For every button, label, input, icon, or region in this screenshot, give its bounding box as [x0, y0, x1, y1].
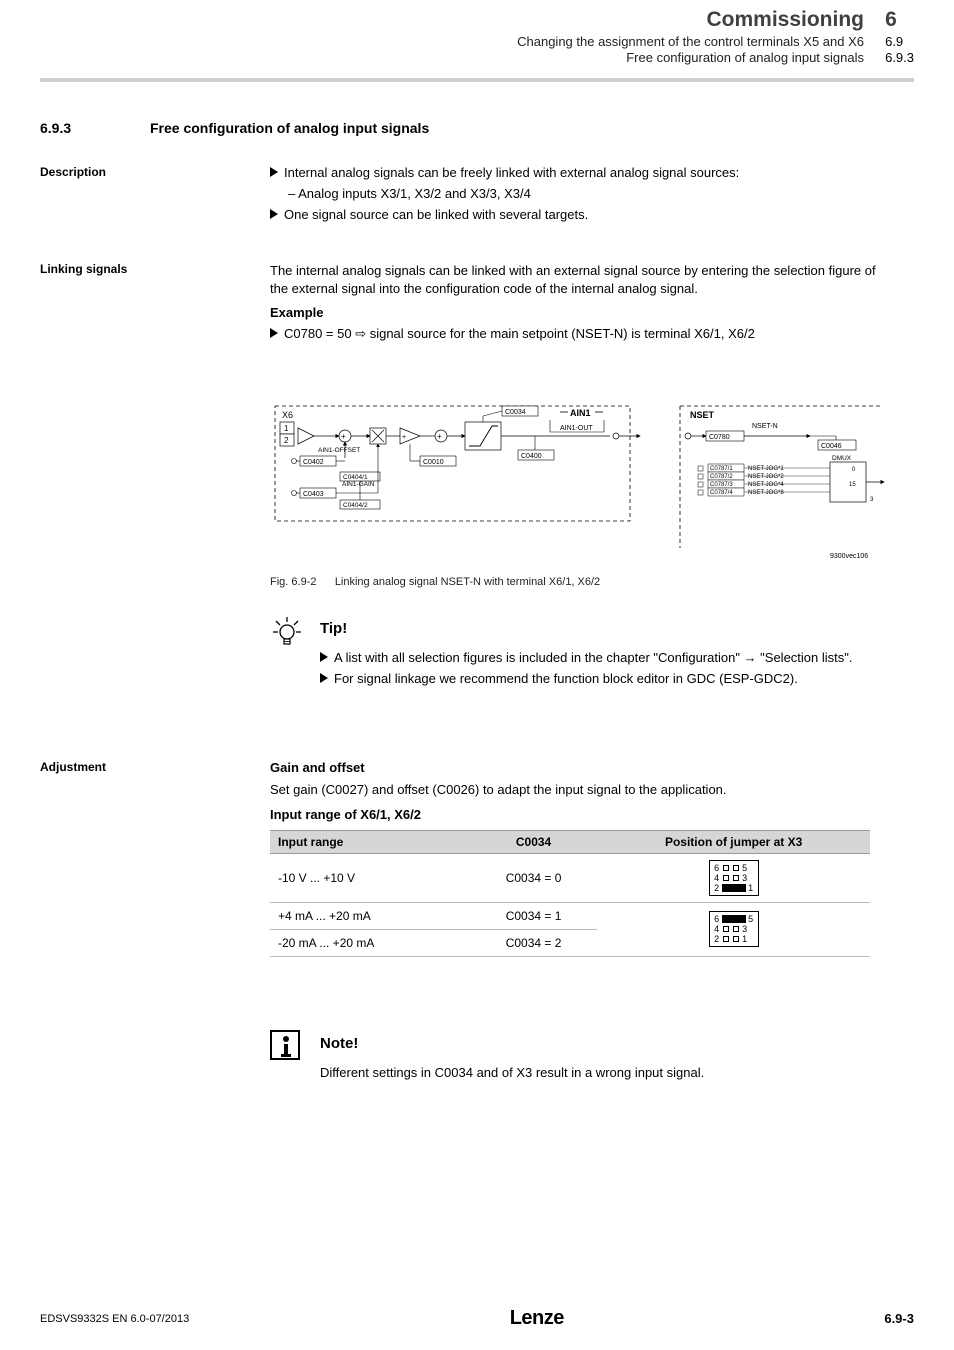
triangle-bullet-icon — [320, 673, 328, 683]
tip-body: A list with all selection figures is inc… — [320, 650, 894, 692]
footer-doc-id: EDSVS9332S EN 6.0-07/2013 — [40, 1313, 189, 1325]
diag-ain1: AIN1 — [570, 408, 591, 418]
diag-c0402: C0402 — [303, 459, 324, 466]
description-label: Description — [40, 165, 106, 179]
diag-nset-jog1: NSET-JOG*1 — [748, 466, 784, 472]
signal-diagram: X6 1 2 + C0402 AIN1-OFFSET C0403 AIN1-GA… — [270, 398, 890, 568]
page-header: Commissioning Changing the assignment of… — [0, 0, 954, 110]
diag-nset-jog4: NSET-JOG*4 — [748, 482, 784, 488]
input-range-title: Input range of X6/1, X6/2 — [270, 807, 894, 822]
info-icon — [270, 1030, 300, 1060]
cell-c0034-2: C0034 = 1 — [470, 902, 598, 929]
diag-ain1-out: AIN1-OUT — [560, 425, 593, 432]
footer-page-number: 6.9-3 — [884, 1311, 914, 1326]
figure-caption: Fig. 6.9-2 Linking analog signal NSET-N … — [270, 576, 600, 588]
header-subtitle-1: Changing the assignment of the control t… — [517, 34, 864, 49]
diag-nset: NSET — [690, 410, 715, 420]
diag-ain1-gain: AIN1-GAIN — [342, 481, 375, 488]
diag-c0046: C0046 — [821, 443, 842, 450]
jumper-diagram-1: 65 43 21 — [709, 860, 759, 896]
th-c0034: C0034 — [470, 830, 598, 853]
header-title: Commissioning — [517, 8, 864, 32]
cell-jumper-2: 65 43 21 — [597, 902, 870, 956]
triangle-bullet-icon — [320, 652, 328, 662]
note-body: Different settings in C0034 and of X3 re… — [320, 1065, 894, 1086]
lightbulb-icon — [270, 615, 304, 649]
th-jumper: Position of jumper at X3 — [597, 830, 870, 853]
diag-ref: 9300vec106 — [830, 553, 868, 560]
diag-c0780: C0780 — [709, 434, 730, 441]
note-text: Different settings in C0034 and of X3 re… — [320, 1065, 894, 1080]
diag-n3: 3 — [870, 497, 874, 503]
cell-c0034-3: C0034 = 2 — [470, 929, 598, 956]
svg-text:+: + — [341, 432, 346, 441]
diag-c0787-1: C0787/1 — [710, 466, 733, 472]
table-row: +4 mA ... +20 mA C0034 = 1 65 43 21 — [270, 902, 870, 929]
svg-text:+: + — [402, 434, 406, 441]
table-header-row: Input range C0034 Position of jumper at … — [270, 830, 870, 853]
diag-c0034: C0034 — [505, 409, 526, 416]
header-numbers: 6 6.9 6.9.3 — [885, 8, 914, 65]
adjustment-body: Gain and offset Set gain (C0027) and off… — [270, 760, 894, 957]
linking-body: The internal analog signals can be linke… — [270, 262, 894, 348]
diag-pin1: 1 — [284, 424, 289, 433]
cell-jumper-1: 65 43 21 — [597, 853, 870, 902]
diag-nset-jog8: NSET-JOG*8 — [748, 490, 784, 496]
diag-c0404-2: C0404/2 — [343, 502, 368, 509]
diag-nset-n: NSET-N — [752, 423, 778, 430]
diag-c0787-4: C0787/4 — [710, 490, 733, 496]
description-body: Internal analog signals can be freely li… — [270, 165, 894, 228]
diag-c0400: C0400 — [521, 453, 542, 460]
note-title: Note! — [320, 1035, 358, 1052]
cell-range-3: -20 mA ... +20 mA — [270, 929, 470, 956]
diag-n15: 15 — [849, 482, 856, 488]
diag-c0787-2: C0787/2 — [710, 474, 733, 480]
diag-c0403: C0403 — [303, 491, 324, 498]
gain-offset-title: Gain and offset — [270, 760, 894, 775]
triangle-bullet-icon — [270, 209, 278, 219]
linking-para: The internal analog signals can be linke… — [270, 262, 894, 297]
example-bullet: C0780 = 50 ⇨ signal source for the main … — [270, 326, 894, 342]
section-number: 6.9.3 — [40, 120, 71, 136]
desc-bullet-1a: – Analog inputs X3/1, X3/2 and X3/3, X3/… — [288, 186, 894, 201]
adjustment-label: Adjustment — [40, 760, 106, 774]
page-footer: EDSVS9332S EN 6.0-07/2013 Lenze 6.9-3 — [40, 1307, 914, 1330]
cell-range-2: +4 mA ... +20 mA — [270, 902, 470, 929]
desc-bullet-1: Internal analog signals can be freely li… — [270, 165, 894, 180]
header-rule — [40, 78, 914, 82]
cell-c0034-1: C0034 = 0 — [470, 853, 598, 902]
triangle-bullet-icon — [270, 167, 278, 177]
tip-bullet-2: For signal linkage we recommend the func… — [320, 671, 894, 686]
subsection-number-hdr: 6.9.3 — [885, 50, 914, 65]
diag-pin2: 2 — [284, 436, 289, 445]
header-subtitle-2: Free configuration of analog input signa… — [517, 50, 864, 65]
diag-c0787-3: C0787/3 — [710, 482, 733, 488]
example-title: Example — [270, 305, 894, 320]
table-row: -10 V ... +10 V C0034 = 0 65 43 21 — [270, 853, 870, 902]
gain-offset-para: Set gain (C0027) and offset (C0026) to a… — [270, 781, 894, 799]
chapter-number: 6 — [885, 8, 914, 32]
svg-text:+: + — [437, 432, 442, 441]
tip-bullet-1: A list with all selection figures is inc… — [320, 650, 894, 665]
th-input-range: Input range — [270, 830, 470, 853]
jumper-diagram-2: 65 43 21 — [709, 911, 759, 947]
diag-x6: X6 — [282, 410, 293, 420]
footer-logo: Lenze — [510, 1307, 564, 1330]
diag-c0010: C0010 — [423, 459, 444, 466]
diag-dmux: DMUX — [832, 455, 852, 462]
section-number-hdr: 6.9 — [885, 34, 914, 49]
triangle-bullet-icon — [270, 328, 278, 338]
tip-title: Tip! — [320, 620, 347, 637]
diag-c0404-1: C0404/1 — [343, 474, 368, 481]
section-title: Free configuration of analog input signa… — [150, 120, 429, 136]
input-range-table: Input range C0034 Position of jumper at … — [270, 830, 870, 957]
linking-label: Linking signals — [40, 262, 127, 276]
diag-nset-jog2: NSET-JOG*2 — [748, 474, 784, 480]
header-text-block: Commissioning Changing the assignment of… — [517, 8, 864, 65]
desc-bullet-2: One signal source can be linked with sev… — [270, 207, 894, 222]
diag-ain1-offset: AIN1-OFFSET — [318, 447, 360, 454]
cell-range-1: -10 V ... +10 V — [270, 853, 470, 902]
